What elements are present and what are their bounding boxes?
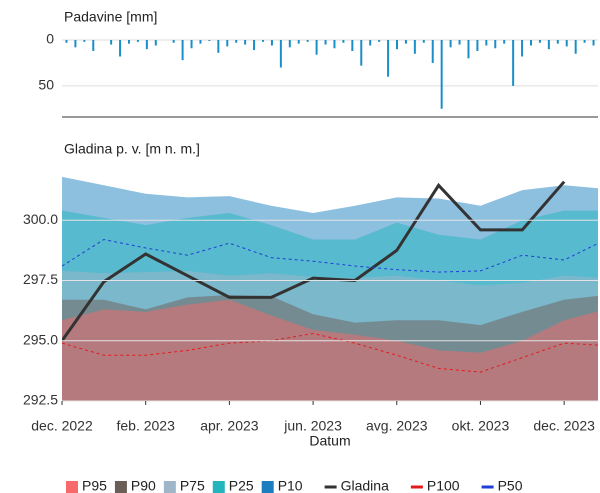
precip-bar bbox=[65, 40, 68, 43]
series-line bbox=[62, 239, 598, 273]
precip-bar bbox=[217, 40, 220, 53]
precip-bar bbox=[494, 40, 497, 49]
precip-bar bbox=[538, 40, 541, 43]
precip-bar bbox=[83, 40, 86, 42]
y-tick-label: 300.0 bbox=[23, 211, 58, 227]
precip-bar bbox=[190, 40, 193, 49]
y-tick-label: 50 bbox=[38, 77, 54, 93]
precip-bar bbox=[583, 40, 586, 43]
precip-bar bbox=[503, 40, 506, 44]
x-tick-label: jun. 2023 bbox=[283, 418, 342, 434]
precip-bar bbox=[297, 40, 300, 44]
precip-bar bbox=[253, 40, 256, 51]
precip-bar bbox=[288, 40, 291, 48]
precip-axis-title: Padavine [mm] bbox=[64, 9, 157, 25]
precip-bar bbox=[369, 40, 372, 46]
precip-bar bbox=[592, 40, 595, 46]
y-tick-label: 295.0 bbox=[23, 331, 58, 347]
legend-label: P50 bbox=[498, 478, 523, 493]
precip-bar bbox=[74, 40, 77, 48]
precip-bar bbox=[476, 40, 479, 51]
precip-bar bbox=[547, 40, 550, 50]
legend-label: P90 bbox=[131, 478, 156, 493]
legend-label: P100 bbox=[427, 478, 460, 493]
precip-bar bbox=[458, 40, 461, 45]
precip-bar bbox=[512, 40, 515, 86]
legend-swatch bbox=[114, 481, 127, 493]
precip-bar bbox=[270, 40, 273, 46]
precip-bar bbox=[128, 40, 130, 44]
precip-bar bbox=[574, 40, 577, 54]
legend-swatch bbox=[66, 481, 78, 493]
precip-bar bbox=[306, 40, 309, 42]
precip-bar bbox=[521, 40, 524, 57]
precip-bar bbox=[235, 40, 238, 43]
precip-bar bbox=[351, 40, 354, 51]
precip-bar bbox=[431, 40, 434, 63]
precip-bar bbox=[422, 40, 425, 43]
x-tick-label: okt. 2023 bbox=[452, 418, 510, 434]
series-line bbox=[62, 333, 598, 373]
y-tick-label: 292.5 bbox=[23, 392, 58, 408]
precip-bar bbox=[119, 40, 122, 57]
precip-bar bbox=[136, 40, 139, 42]
precip-bar bbox=[396, 40, 398, 50]
precip-bar bbox=[485, 40, 488, 46]
plot-area bbox=[62, 176, 598, 401]
precip-bar bbox=[226, 40, 229, 47]
legend-swatch bbox=[163, 481, 176, 493]
precip-bar bbox=[92, 40, 95, 51]
precip-bar bbox=[244, 40, 247, 45]
y-tick-label: 0 bbox=[46, 31, 54, 47]
legend-label: P10 bbox=[278, 478, 303, 493]
precip-bar bbox=[530, 40, 532, 46]
legend-label: Gladina bbox=[341, 478, 389, 493]
x-tick-label: apr. 2023 bbox=[200, 418, 259, 434]
precip-bar bbox=[360, 40, 363, 66]
x-tick-label: feb. 2023 bbox=[116, 418, 175, 434]
precip-bar bbox=[556, 40, 559, 44]
legend-swatch bbox=[261, 481, 274, 493]
legend-label: P25 bbox=[229, 478, 254, 493]
precip-bar bbox=[181, 40, 184, 61]
precip-bar bbox=[315, 40, 318, 55]
precip-bar bbox=[333, 40, 336, 49]
precip-bar bbox=[199, 40, 202, 44]
precip-bar bbox=[110, 40, 113, 45]
level-axis-title: Gladina p. v. [m n. m.] bbox=[64, 141, 200, 157]
precip-bar bbox=[440, 40, 443, 109]
x-axis-title: Datum bbox=[309, 433, 350, 449]
precip-bar bbox=[154, 40, 157, 46]
series-line bbox=[62, 180, 566, 342]
precip-bar bbox=[208, 40, 211, 41]
legend-swatch bbox=[212, 481, 225, 493]
precip-bar bbox=[172, 40, 175, 43]
legend-label: P95 bbox=[82, 478, 107, 493]
precip-bar bbox=[467, 40, 470, 59]
precip-bar bbox=[404, 40, 407, 44]
precip-bar bbox=[279, 40, 282, 68]
precip-bar bbox=[565, 40, 568, 47]
x-tick-label: avg. 2023 bbox=[366, 418, 428, 434]
y-tick-label: 297.5 bbox=[23, 271, 58, 287]
legend-label: P75 bbox=[180, 478, 205, 493]
precip-bar bbox=[378, 40, 381, 42]
precip-bar bbox=[449, 40, 452, 48]
x-tick-label: dec. 2023 bbox=[533, 418, 595, 434]
precip-bar bbox=[145, 40, 148, 50]
x-tick-label: dec. 2022 bbox=[31, 418, 93, 434]
precip-bar bbox=[262, 40, 264, 42]
precip-bar bbox=[387, 40, 390, 77]
precip-bar bbox=[413, 40, 416, 54]
precip-bar bbox=[324, 40, 327, 45]
precip-bar bbox=[342, 40, 345, 43]
band-area bbox=[62, 299, 598, 401]
